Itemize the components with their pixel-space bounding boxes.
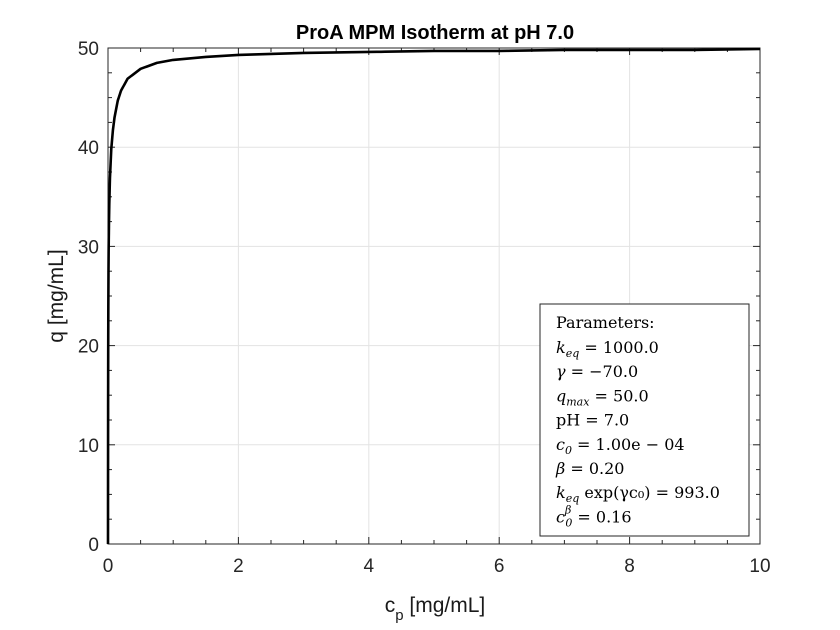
legend-value: = 50.0 [589,386,648,405]
legend-superscript: β [564,503,571,516]
legend-entry: keq exp(γc₀) = 993.0 [556,483,720,505]
chart-title: ProA MPM Isotherm at pH 7.0 [296,22,574,44]
legend-box [539,303,750,537]
x-tick-label: 0 [103,556,114,577]
legend-subscript: 0 [565,444,572,457]
legend-entry: c0 = 1.00e − 04 [556,435,685,457]
plot-area: 0 2 4 6 8 10 0 10 20 30 40 50 [78,39,771,577]
legend-symbol: c [556,507,565,526]
legend-entry: γ = −70.0 [556,362,638,381]
y-tick-label: 50 [78,39,99,60]
isotherm-line [106,47,761,544]
x-axis-label-main: c [385,594,396,617]
legend-symbol: γ [556,362,566,381]
legend-entry: keq = 1000.0 [556,338,659,360]
x-tick-label: 2 [233,556,244,577]
legend-symbol: c [556,435,565,454]
legend-symbol: k [556,483,566,502]
legend-subscript: eq [566,492,580,505]
legend-value: exp(γc₀) = 993.0 [579,483,720,502]
x-tick-label: 4 [364,556,375,577]
legend-value: = 1000.0 [579,338,659,357]
legend-entry: qmax = 50.0 [556,386,649,408]
legend-symbol: k [556,338,566,357]
y-axis-label: q [mg/mL] [45,249,68,342]
legend-entry: pH = 7.0 [556,411,629,430]
y-tick-label: 40 [78,138,99,159]
y-tick-label: 10 [78,436,99,457]
legend-value: = 0.16 [572,507,631,526]
x-tick-label: 6 [494,556,505,577]
x-axis-label: cp [mg/mL] [385,594,486,624]
y-tick-label: 30 [78,237,99,258]
legend-header: Parameters: [556,313,655,332]
y-tick-label: 0 [88,535,99,556]
x-axis-label-sub: p [395,607,403,624]
legend-subscript: eq [566,347,580,360]
legend-entry: cβ 0 = 0.16 [556,503,632,529]
legend-subscript: 0 [565,516,572,529]
legend-value: = −70.0 [566,362,639,381]
x-tick-label: 8 [624,556,635,577]
legend-value: = 1.00e − 04 [572,435,685,454]
legend-symbol: q [556,386,566,405]
legend-value: = 0.20 [565,459,624,478]
x-axis-label-unit: [mg/mL] [404,594,486,617]
legend-subscript: max [566,395,590,408]
legend-symbol: pH [556,411,580,430]
legend-entry: β = 0.20 [555,459,624,478]
legend-value: = 7.0 [580,411,629,430]
legend-symbol: β [555,459,565,478]
x-tick-label: 10 [749,556,770,577]
y-tick-label: 20 [78,337,99,358]
